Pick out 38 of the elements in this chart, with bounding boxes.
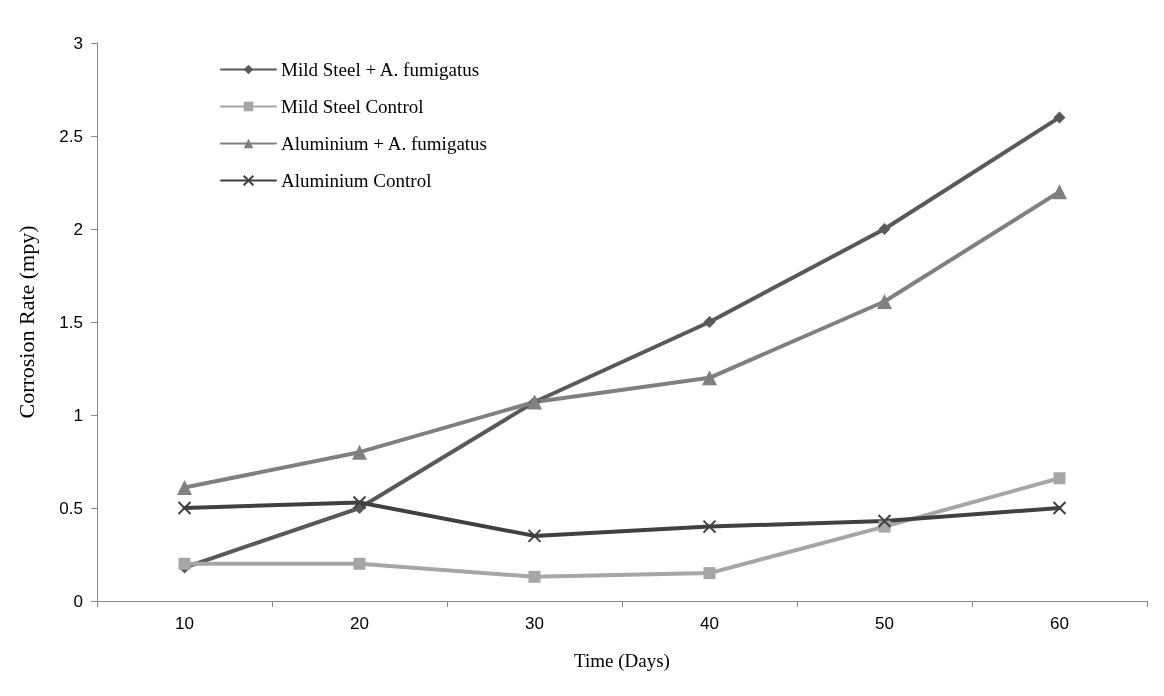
x-tick-label: 10: [175, 614, 194, 633]
point: [1052, 184, 1067, 200]
point: [877, 294, 892, 310]
legend-label: Mild Steel + A. fumigatus: [281, 59, 480, 80]
point: [528, 570, 541, 583]
point: [877, 514, 892, 529]
legend-label: Aluminium Control: [281, 170, 432, 191]
legend-label: Aluminium + A. fumigatus: [281, 133, 487, 154]
point: [703, 316, 716, 328]
point: [177, 501, 192, 515]
point: [702, 519, 717, 534]
point: [1053, 111, 1066, 124]
point: [703, 567, 716, 580]
point: [1053, 472, 1066, 485]
y-tick-label: 1.5: [59, 312, 83, 332]
point: [177, 480, 192, 496]
x-tick-label: 40: [700, 614, 719, 633]
x-tick-label: 30: [525, 614, 544, 633]
point: [527, 528, 542, 543]
point: [353, 557, 366, 570]
y-tick-label: 1: [73, 405, 83, 425]
point: [352, 444, 367, 460]
y-tick-label: 3: [73, 33, 83, 53]
x-axis-title: Time (Days): [574, 650, 670, 672]
y-tick-label: 2.5: [59, 126, 83, 146]
point: [1052, 501, 1067, 515]
y-tick-label: 0.5: [59, 498, 83, 518]
legend-label: Mild Steel Control: [281, 96, 424, 117]
x-tick-label: 50: [875, 614, 894, 633]
point: [352, 495, 367, 510]
point: [178, 557, 191, 570]
x-tick-label: 60: [1050, 614, 1069, 633]
point: [878, 223, 891, 235]
y-axis-title: Corrosion Rate (mpy): [13, 225, 39, 419]
y-tick-label: 2: [73, 219, 83, 239]
point: [702, 370, 717, 386]
x-tick-label: 20: [350, 614, 369, 633]
y-tick-label: 0: [73, 591, 83, 611]
